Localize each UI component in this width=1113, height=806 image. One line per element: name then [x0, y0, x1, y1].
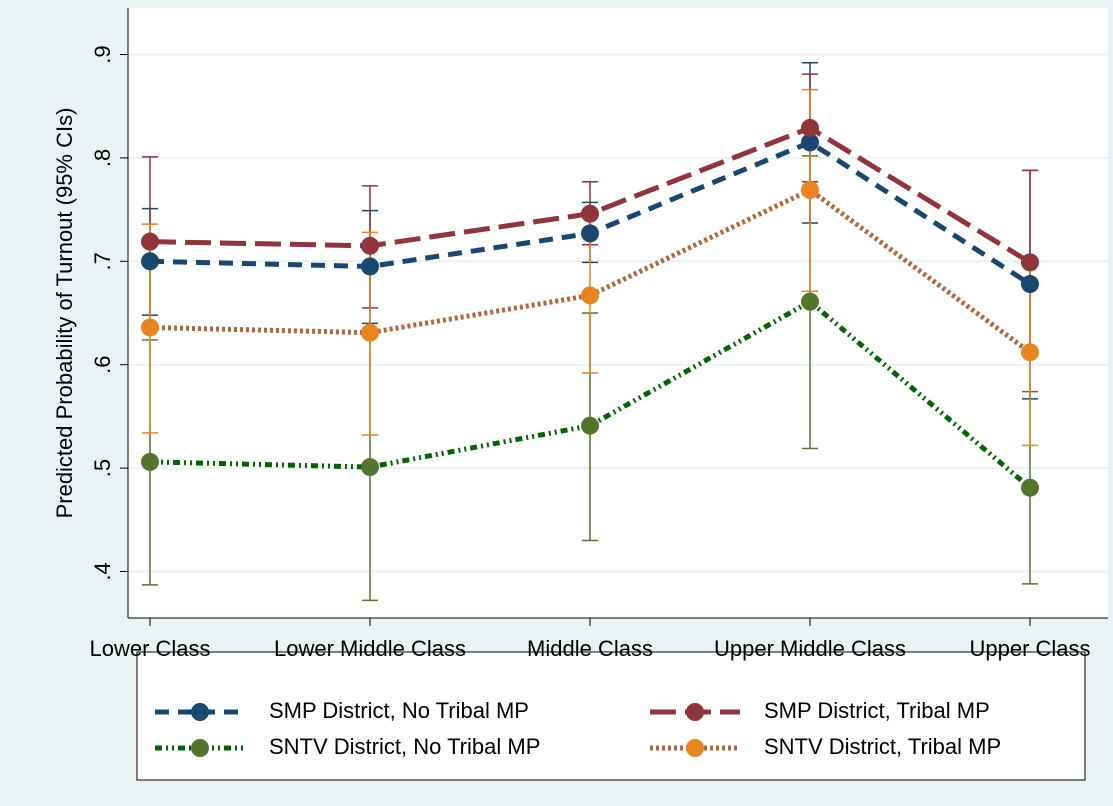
marker [801, 118, 819, 137]
marker [361, 257, 379, 276]
legend-marker [191, 703, 209, 721]
y-tick-label: .4 [90, 562, 115, 580]
y-tick-label: .6 [90, 356, 115, 374]
marker [801, 292, 819, 311]
marker [141, 252, 159, 271]
marker [361, 323, 379, 342]
marker [801, 180, 819, 199]
marker [581, 416, 599, 435]
y-tick-label: .9 [90, 45, 115, 63]
y-tick-label: .7 [90, 252, 115, 270]
marker [1021, 343, 1039, 362]
series-line [149, 187, 1032, 355]
marker [361, 458, 379, 477]
legend-marker [686, 703, 704, 721]
plot-area [128, 8, 1108, 618]
marker [1021, 253, 1039, 272]
legend-label: SNTV District, Tribal MP [764, 734, 1001, 759]
marker [581, 204, 599, 223]
x-tick-label: Upper Class [969, 636, 1090, 661]
y-axis-label: Predicted Probability of Turnout (95% CI… [52, 108, 77, 519]
legend-marker [191, 739, 209, 757]
marker [581, 224, 599, 243]
marker [1021, 478, 1039, 497]
y-tick-label: .5 [90, 459, 115, 477]
x-tick-label: Lower Middle Class [274, 636, 466, 661]
legend-label: SMP District, No Tribal MP [269, 698, 529, 723]
marker [581, 286, 599, 305]
marker [361, 236, 379, 255]
legend-label: SMP District, Tribal MP [764, 698, 990, 723]
marker [1021, 275, 1039, 294]
x-tick-label: Upper Middle Class [714, 636, 906, 661]
x-tick-label: Middle Class [527, 636, 653, 661]
legend-marker [686, 739, 704, 757]
legend-label: SNTV District, No Tribal MP [269, 734, 540, 759]
x-tick-label: Lower Class [89, 636, 210, 661]
marker [141, 452, 159, 471]
marker [141, 318, 159, 337]
y-tick-label: .8 [90, 149, 115, 167]
legend [136, 651, 1086, 781]
marker [141, 232, 159, 251]
marker [801, 133, 819, 152]
